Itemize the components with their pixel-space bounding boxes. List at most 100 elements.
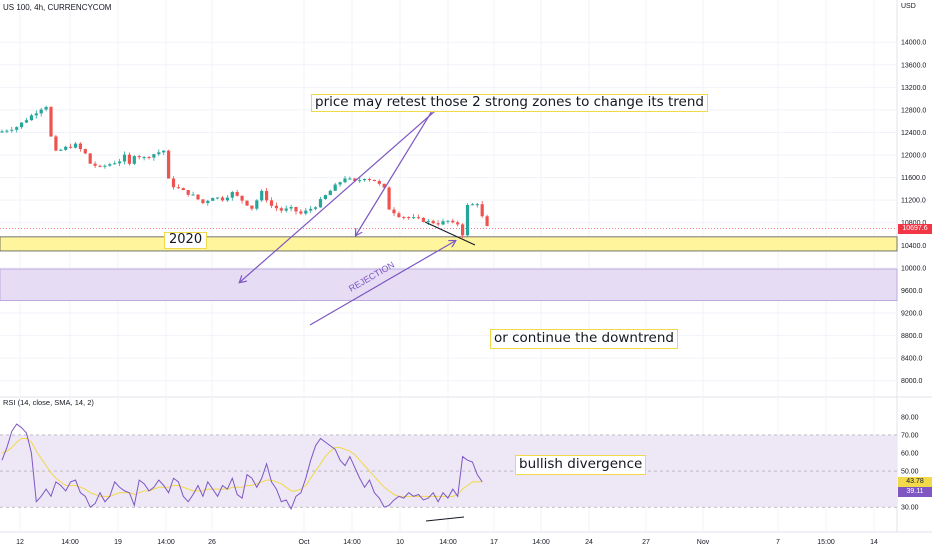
candle-body [54, 136, 58, 151]
candle-body [358, 180, 362, 182]
candle-body [176, 187, 180, 189]
candle-body [269, 200, 274, 206]
rsi-indicator-label[interactable]: RSI (14, close, SMA, 14, 2) [3, 398, 94, 407]
candle-body [108, 164, 112, 166]
candle-body [363, 179, 367, 181]
candle-body [456, 222, 460, 225]
price-tick-label: 8000.0 [901, 378, 923, 385]
candle-body [412, 217, 416, 219]
candle-body [225, 197, 229, 201]
last-price-tag: 10697.6 [898, 223, 932, 234]
candle-body [294, 206, 298, 212]
candle-body [470, 204, 474, 206]
candle-body [407, 217, 411, 219]
candle-body [0, 131, 4, 133]
candle-body [431, 220, 435, 224]
arrow-retest-2020-zone [356, 110, 433, 235]
candle-body [39, 109, 43, 114]
divergence-line-rsi [425, 516, 465, 522]
candle-body [73, 143, 78, 148]
time-tick-label: 14:00 [61, 539, 79, 546]
candle-body [333, 184, 337, 191]
candle-body [382, 183, 386, 188]
time-tick-label: 14 [870, 539, 878, 546]
annotation-divergence[interactable]: bullish divergence [515, 455, 647, 475]
candle-body [118, 161, 122, 164]
currency-label: USD [901, 3, 916, 10]
chart-title: US 100, 4h, CURRENCYCOM [3, 3, 112, 12]
time-tick-label: 14:00 [157, 539, 175, 546]
zone-2020 [0, 236, 898, 252]
candle-body [5, 130, 9, 132]
candle-body [480, 204, 484, 217]
candle-body [211, 198, 215, 201]
candle-body [15, 127, 19, 130]
candle-body [250, 205, 254, 209]
candle-body [206, 200, 210, 204]
candle-body [421, 217, 425, 222]
candle-body [436, 223, 440, 225]
time-tick-label: 14:00 [439, 539, 457, 546]
price-tick-label: 13600.0 [901, 62, 926, 69]
rsi-tick-label: 30.00 [901, 505, 919, 512]
time-tick-label: Nov [697, 539, 710, 546]
price-tick-label: 12800.0 [901, 107, 926, 114]
candle-body [93, 163, 97, 166]
candle-body [44, 107, 48, 110]
time-axis: 12 14:00 19 14:00 26 Oct 14:00 10 14:00 17 14:00 24… [16, 539, 878, 546]
rsi-band [0, 434, 897, 508]
price-tick-label: 10400.0 [901, 243, 926, 250]
time-tick-label: 17 [490, 539, 498, 546]
candle-body [34, 113, 38, 116]
candle-body [196, 194, 200, 200]
price-tick-label: 11600.0 [901, 175, 926, 182]
candle-body [402, 217, 406, 219]
candle-body [127, 154, 131, 164]
candle-body [245, 200, 249, 206]
annotation-retest[interactable]: price may retest those 2 strong zones to… [311, 94, 708, 112]
price-tick-label: 11200.0 [901, 198, 926, 205]
candle-body [446, 220, 450, 222]
candle-body [220, 197, 225, 201]
candle-body [186, 190, 190, 195]
price-tick-label: 12400.0 [901, 130, 926, 137]
rsi-tick-label: 70.00 [901, 432, 919, 439]
candle-body [338, 182, 342, 185]
candle-body [191, 194, 195, 196]
price-tick-label: 14000.0 [901, 40, 926, 47]
candle-body [171, 178, 176, 188]
candle-body [416, 217, 421, 219]
candle-body [216, 197, 220, 199]
candle-body [83, 149, 87, 154]
candle-body [142, 157, 146, 159]
candle-body [132, 156, 136, 164]
candle-body [314, 207, 318, 209]
price-tick-label: 9200.0 [901, 311, 923, 318]
candle-body [20, 122, 24, 128]
candle-body [367, 179, 372, 181]
annotation-zone-2020[interactable]: 2020 [164, 232, 208, 249]
rsi-tick-label: 60.00 [901, 450, 919, 457]
candle-body [265, 190, 269, 201]
price-tick-label: 9600.0 [901, 288, 923, 295]
divergence-line-price [424, 221, 476, 246]
candle-body [328, 190, 332, 196]
candle-body [230, 192, 234, 198]
support-zones [0, 236, 898, 302]
candle-body [255, 200, 259, 209]
candle-body [485, 216, 489, 227]
price-tick-label: 8400.0 [901, 356, 923, 363]
candle-body [274, 205, 278, 209]
candle-body [387, 187, 391, 210]
candle-body [461, 224, 465, 236]
time-tick-label: 19 [114, 539, 122, 546]
candle-body [377, 181, 381, 184]
annotation-downtrend[interactable]: or continue the downtrend [490, 329, 678, 349]
time-tick-label: 14:00 [343, 539, 361, 546]
time-tick-label: 12 [16, 539, 24, 546]
candle-body [392, 209, 396, 214]
candle-body [113, 163, 117, 165]
time-tick-label: 27 [642, 539, 650, 546]
price-tick-label: 12000.0 [901, 153, 926, 160]
arrow-retest-lower-zone [240, 110, 436, 282]
